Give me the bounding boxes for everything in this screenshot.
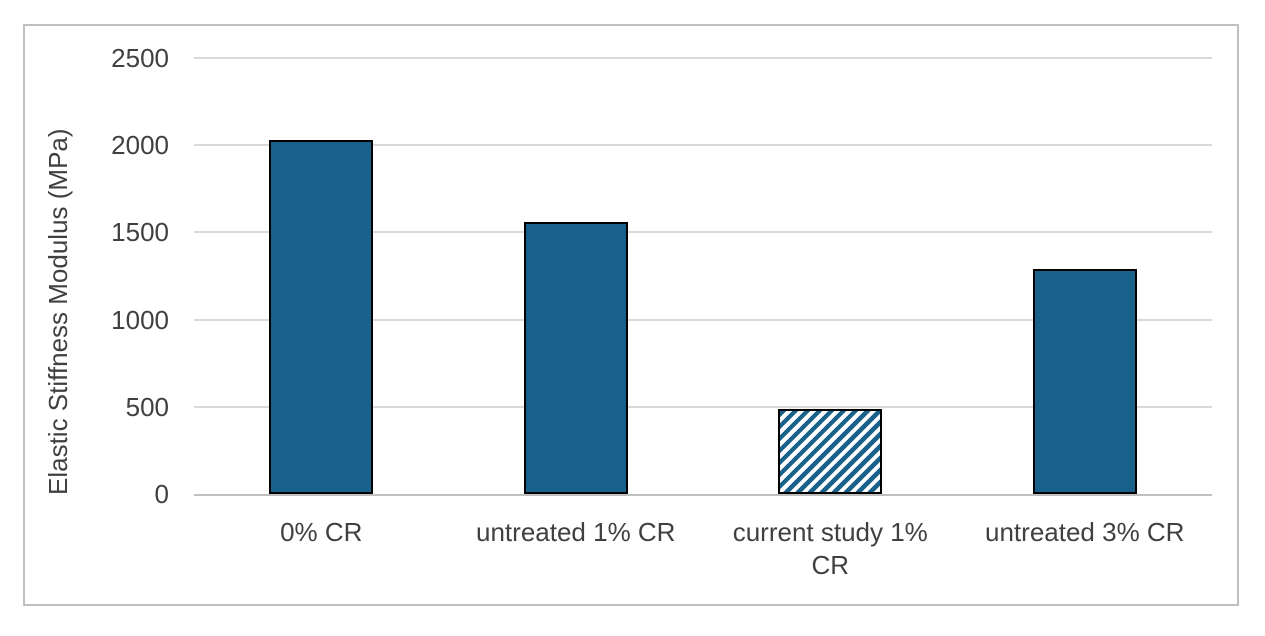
plot-area <box>194 57 1212 496</box>
y-tick-label-500: 500 <box>125 391 169 422</box>
bar-untreated-3-cr <box>1032 269 1137 494</box>
y-tick-label-2000: 2000 <box>111 130 169 161</box>
x-axis-label-current-study-1-cr: current study 1% CR <box>732 517 928 580</box>
bar-0-cr <box>269 139 374 494</box>
gridline-2000 <box>194 144 1212 147</box>
bar-current-study-1-cr <box>778 408 883 494</box>
y-tick-label-2500: 2500 <box>111 43 169 73</box>
gridline-1500 <box>194 231 1212 234</box>
x-axis-label-0-cr: 0% CR <box>280 517 363 547</box>
gridline-2500 <box>194 57 1212 59</box>
x-axis-label-untreated-3-cr: untreated 3% CR <box>985 517 1185 547</box>
chart-area: Elastic Stiffness Modulus (MPa) 0 500 1000… <box>23 24 1239 606</box>
y-tick-label-1000: 1000 <box>111 304 169 335</box>
x-axis-label-untreated-1-cr: untreated 1% CR <box>476 517 676 547</box>
y-tick-label-0: 0 <box>154 479 169 509</box>
y-tick-label-1500: 1500 <box>111 217 169 248</box>
gridline-500 <box>194 405 1212 408</box>
bar-untreated-1-cr <box>523 221 628 494</box>
gridline-1000 <box>194 318 1212 321</box>
